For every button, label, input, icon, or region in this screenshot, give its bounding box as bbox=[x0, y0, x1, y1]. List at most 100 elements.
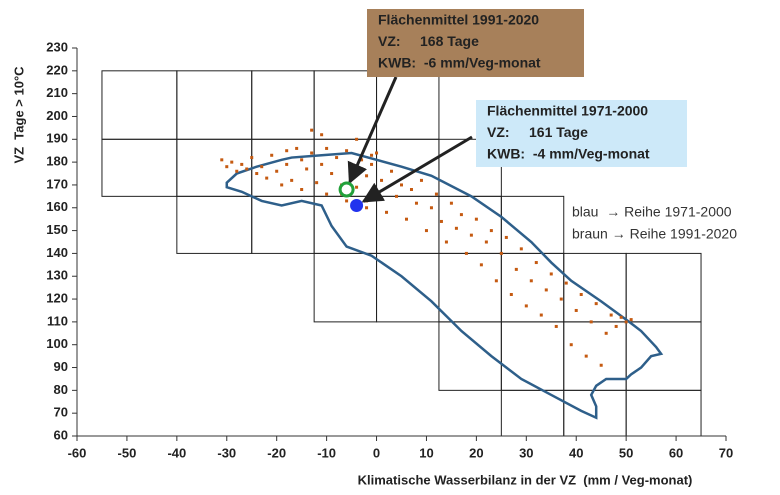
scatter-point bbox=[285, 149, 289, 153]
scatter-point bbox=[434, 192, 438, 196]
x-tick-label: -30 bbox=[217, 445, 236, 460]
scatter-point bbox=[235, 169, 239, 173]
frame-cell bbox=[438, 195, 502, 254]
scatter-point bbox=[260, 165, 264, 169]
frame-cell bbox=[625, 389, 702, 437]
scatter-point bbox=[320, 162, 324, 166]
scatter-point bbox=[589, 320, 593, 324]
scatter-point bbox=[355, 185, 359, 189]
scatter-point bbox=[320, 133, 324, 137]
frame-cell bbox=[376, 252, 440, 323]
scatter-point bbox=[584, 354, 588, 358]
scatter-point bbox=[345, 199, 349, 203]
x-tick-label: 10 bbox=[419, 445, 433, 460]
annotation-text: KWB: -4 mm/Veg-monat bbox=[487, 146, 650, 162]
mean-marker bbox=[350, 198, 364, 212]
scatter-point bbox=[614, 324, 618, 328]
frame-cell bbox=[251, 70, 315, 140]
scatter-point bbox=[424, 229, 428, 233]
scatter-point bbox=[539, 313, 543, 317]
frame-cell bbox=[101, 138, 178, 197]
scatter-point bbox=[549, 272, 553, 276]
scatter-point bbox=[509, 292, 513, 296]
scatter-point bbox=[240, 162, 244, 166]
scatter-point bbox=[469, 233, 473, 237]
scatter-point bbox=[380, 178, 384, 182]
scatter-point bbox=[564, 281, 568, 285]
scatter-point bbox=[355, 137, 359, 141]
frame-cell bbox=[313, 70, 378, 140]
frame-cell bbox=[176, 70, 253, 140]
scatter-point bbox=[594, 302, 598, 306]
y-tick-label: 80 bbox=[54, 382, 68, 397]
scatter-point bbox=[414, 201, 418, 205]
scatter-point bbox=[579, 292, 583, 296]
scatter-point bbox=[629, 318, 633, 322]
y-tick-label: 140 bbox=[46, 245, 68, 260]
scatter-point bbox=[395, 194, 399, 198]
scatter-point bbox=[230, 160, 234, 164]
axes: -60 -50 -40 -30 -20 -10 0 10 20 30 40 50 60 70 60 70 80 9… bbox=[46, 39, 733, 460]
y-tick-label: 180 bbox=[46, 154, 68, 169]
y-tick-label: 100 bbox=[46, 336, 68, 351]
annotation-arrow bbox=[361, 135, 473, 203]
annotation-text: Flächenmittel 1971-2000 bbox=[487, 103, 648, 119]
scatter-point bbox=[454, 226, 458, 230]
scatter-point bbox=[444, 240, 448, 244]
annotation-text: KWB: -6 mm/Veg-monat bbox=[378, 55, 541, 71]
frame-cell bbox=[313, 138, 378, 197]
scatter-point bbox=[479, 263, 483, 267]
scatter-point bbox=[350, 167, 354, 171]
scatter-point bbox=[489, 229, 493, 233]
frame-cell bbox=[625, 321, 702, 391]
x-tick-label: 20 bbox=[469, 445, 483, 460]
frame-cell bbox=[625, 252, 702, 323]
scatter-point bbox=[325, 192, 329, 196]
scatter-point bbox=[464, 251, 468, 255]
scatter-point bbox=[275, 169, 279, 173]
y-tick-label: 60 bbox=[54, 427, 68, 442]
scatter-point bbox=[255, 172, 259, 176]
scatter-point bbox=[225, 165, 229, 169]
scatter-point bbox=[534, 261, 538, 265]
x-axis-title: Klimatische Wasserbilanz in der VZ (mm /… bbox=[358, 472, 693, 487]
scatter-point bbox=[390, 169, 394, 173]
x-tick-label: -20 bbox=[267, 445, 286, 460]
y-tick-label: 170 bbox=[46, 176, 68, 191]
y-tick-label: 220 bbox=[46, 62, 68, 77]
x-tick-label: 40 bbox=[569, 445, 583, 460]
y-tick-label: 70 bbox=[54, 405, 68, 420]
scatter-point bbox=[569, 343, 573, 347]
scatter-point bbox=[375, 151, 379, 155]
y-tick-label: 210 bbox=[46, 85, 68, 100]
y-tick-label: 110 bbox=[47, 313, 68, 328]
scatter-point bbox=[265, 176, 269, 180]
scatter-point bbox=[474, 217, 478, 221]
frame-cell bbox=[101, 70, 178, 140]
scatter-point bbox=[325, 146, 329, 150]
scatter-point bbox=[370, 153, 374, 157]
scatter-point bbox=[574, 308, 578, 312]
scatter-point bbox=[404, 217, 408, 221]
y-tick-label: 120 bbox=[46, 290, 68, 305]
x-tick-label: -60 bbox=[68, 445, 87, 460]
scatter-point bbox=[365, 174, 369, 178]
x-tick-label: 30 bbox=[519, 445, 533, 460]
x-tick-label: 60 bbox=[669, 445, 683, 460]
scatter-point bbox=[365, 206, 369, 210]
scatter-point bbox=[300, 158, 304, 162]
annotation-arrow bbox=[347, 76, 398, 185]
scatter-point bbox=[624, 320, 628, 324]
legend-entry: blau → Reihe 1971-2000 bbox=[572, 204, 732, 220]
frame-cell bbox=[313, 252, 378, 323]
annotation-box bbox=[367, 9, 584, 77]
scatter-point bbox=[499, 251, 503, 255]
frame-cell bbox=[376, 70, 440, 140]
scatter-point bbox=[459, 213, 463, 217]
scatter-point bbox=[315, 181, 319, 185]
scatter-point bbox=[345, 149, 349, 153]
scatter-point bbox=[280, 183, 284, 187]
scatter-point bbox=[544, 288, 548, 292]
scatter-point bbox=[310, 128, 314, 132]
scatter-point bbox=[559, 297, 563, 301]
